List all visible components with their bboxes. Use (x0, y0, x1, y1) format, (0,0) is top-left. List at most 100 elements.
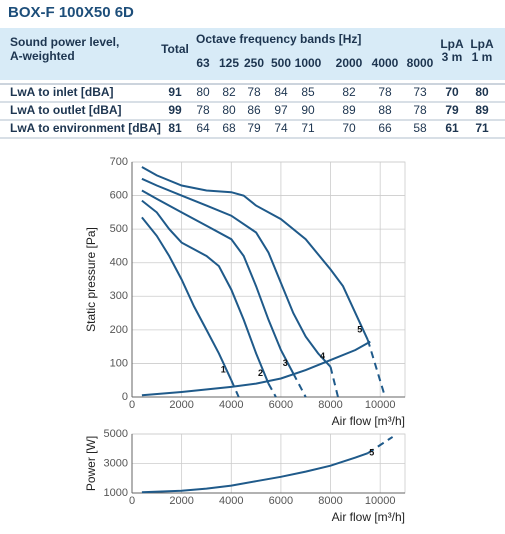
cell: 66 (378, 121, 392, 135)
header-lpa: 1 m (472, 50, 493, 64)
x-tick-label: 10000 (365, 495, 396, 507)
header-band: 1000 (295, 56, 322, 70)
x-tick-label: 6000 (269, 399, 293, 411)
y-tick-label: 300 (110, 290, 128, 302)
cell: 78 (196, 103, 210, 117)
cell: 82 (222, 85, 236, 99)
cell: 82 (342, 85, 356, 99)
x-tick-label: 2000 (169, 495, 193, 507)
cell: 61 (445, 121, 459, 135)
cell: 64 (196, 121, 210, 135)
y-tick-label: 100 (110, 357, 128, 369)
curve-dashed (367, 436, 394, 455)
curve-label: 2 (258, 368, 263, 378)
y-tick-label: 200 (110, 324, 128, 336)
y-tick-label: 1000 (104, 487, 128, 499)
y-tick-label: 5000 (104, 428, 128, 440)
cell: 80 (196, 85, 210, 99)
header-label: A-weighted (10, 49, 75, 63)
header-lpa: 3 m (442, 50, 463, 64)
x-axis-label: Air flow [m³/h] (332, 414, 405, 428)
y-axis-label: Power [W] (84, 436, 98, 491)
cell: 81 (168, 121, 182, 135)
curve-dashed (292, 373, 307, 398)
cell: 68 (222, 121, 236, 135)
x-tick-label: 0 (129, 495, 135, 507)
row-label: LwA to inlet [dBA] (10, 85, 114, 99)
header-band: 500 (271, 56, 291, 70)
cell: 91 (168, 85, 182, 99)
cell: 78 (413, 103, 427, 117)
cell: 79 (247, 121, 261, 135)
x-tick-label: 8000 (318, 399, 342, 411)
header-band: 8000 (407, 56, 434, 70)
x-tick-label: 2000 (169, 399, 193, 411)
curve-dashed (366, 339, 387, 398)
header-band: 63 (196, 56, 210, 70)
cell: 80 (475, 85, 489, 99)
curve-label: 4 (320, 351, 325, 361)
cell: 71 (475, 121, 489, 135)
curve-label: 5 (369, 448, 374, 458)
curve (141, 177, 332, 368)
curve (141, 216, 233, 381)
x-tick-label: 4000 (219, 495, 243, 507)
x-tick-label: 6000 (269, 495, 293, 507)
header-band: 250 (244, 56, 264, 70)
curve-dashed (267, 383, 277, 398)
row-label: LwA to environment [dBA] (10, 121, 161, 135)
y-tick-label: 600 (110, 189, 128, 201)
cell: 90 (301, 103, 315, 117)
header-lpa: LpA (470, 37, 494, 51)
cell: 86 (247, 103, 261, 117)
curve (141, 199, 270, 384)
y-tick-label: 400 (110, 257, 128, 269)
cell: 85 (301, 85, 315, 99)
x-tick-label: 8000 (318, 495, 342, 507)
cell: 70 (342, 121, 356, 135)
header-total: Total (161, 42, 189, 56)
row-label: LwA to outlet [dBA] (10, 103, 122, 117)
cell: 88 (378, 103, 392, 117)
curve-dashed (230, 379, 240, 398)
cell: 58 (413, 121, 427, 135)
y-tick-label: 3000 (104, 457, 128, 469)
y-axis-label: Static pressure [Pa] (84, 227, 98, 332)
plot-area (131, 161, 406, 398)
y-tick-label: 700 (110, 156, 128, 168)
cell: 78 (378, 85, 392, 99)
title: BOX-F 100X50 6D (8, 4, 134, 21)
curve (141, 452, 369, 494)
header-bands-title: Octave frequency bands [Hz] (196, 32, 361, 46)
x-tick-label: 0 (129, 399, 135, 411)
x-tick-label: 4000 (219, 399, 243, 411)
y-tick-label: 500 (110, 223, 128, 235)
cell: 89 (475, 103, 489, 117)
cell: 84 (274, 85, 288, 99)
y-tick-label: 0 (122, 391, 128, 403)
header-label: Sound power level, (10, 35, 119, 49)
cell: 99 (168, 103, 182, 117)
curve (141, 166, 369, 341)
cell: 79 (445, 103, 459, 117)
curve-label: 5 (357, 324, 362, 334)
x-axis-label: Air flow [m³/h] (332, 510, 405, 524)
cell: 89 (342, 103, 356, 117)
header-band: 2000 (336, 56, 363, 70)
header-band: 125 (219, 56, 239, 70)
header-lpa: LpA (440, 37, 464, 51)
curve-label: 1 (221, 365, 226, 375)
curve-dashed (329, 366, 339, 398)
cell: 74 (274, 121, 288, 135)
table-header-bg (0, 28, 505, 80)
cell: 97 (274, 103, 288, 117)
cell: 80 (222, 103, 236, 117)
cell: 70 (445, 85, 459, 99)
cell: 78 (247, 85, 261, 99)
curve (141, 189, 295, 374)
cell: 73 (413, 85, 427, 99)
curve (141, 340, 371, 397)
curve-label: 3 (283, 358, 288, 368)
cell: 71 (301, 121, 315, 135)
